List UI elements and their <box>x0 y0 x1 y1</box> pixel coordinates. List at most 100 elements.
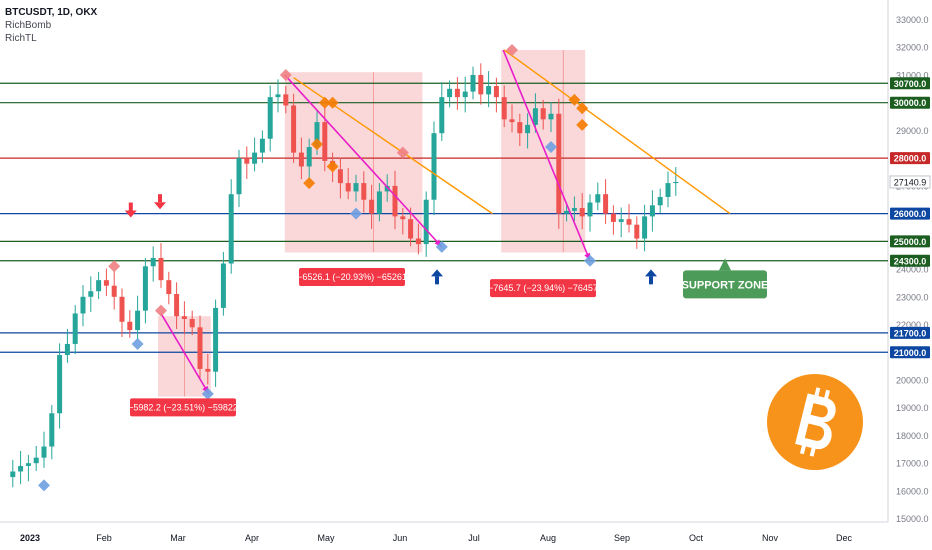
price-tick-label: 31000.0 <box>896 70 929 80</box>
support-zone-pointer <box>719 258 731 271</box>
price-tick-label: 15000.0 <box>896 514 929 524</box>
candle-body <box>88 291 94 297</box>
signal-marker <box>131 337 144 350</box>
candle-body <box>80 296 86 314</box>
drawdown-label-box <box>299 268 405 287</box>
level-tag-text: 24300.0 <box>894 256 927 266</box>
candle-body <box>610 213 616 222</box>
support-zone-box <box>683 270 767 299</box>
signal-marker <box>568 93 581 106</box>
candle-body <box>337 169 343 184</box>
signal-marker <box>584 254 596 267</box>
level-tag-text: 21000.0 <box>894 348 927 358</box>
level-tag-text: 26000.0 <box>894 209 927 219</box>
candle-body <box>181 316 187 319</box>
time-tick-label: Dec <box>836 533 853 543</box>
candle-body <box>517 122 523 134</box>
candle-body <box>509 119 515 123</box>
signal-marker <box>311 138 323 151</box>
time-tick-label: Jun <box>393 533 408 543</box>
candle-body <box>244 158 250 164</box>
candle-body <box>111 285 117 297</box>
candle-body <box>33 457 39 464</box>
buy-arrow <box>435 276 439 285</box>
drawdown-label-text: −6526.1 (−20.93%) −65261 <box>297 272 407 282</box>
time-tick-label: 2023 <box>20 533 40 543</box>
candle-body <box>392 185 398 217</box>
candle-body <box>649 205 655 217</box>
trend-arrow-line <box>502 49 591 262</box>
candle-body <box>486 86 492 95</box>
price-tick-label: 23000.0 <box>896 292 929 302</box>
candle-body <box>220 263 226 308</box>
candle-body <box>376 191 382 214</box>
candle-body <box>119 296 125 322</box>
indicator-richtl[interactable]: RichTL <box>5 33 37 44</box>
drawdown-label-text: −7645.7 (−23.94%) −76457 <box>488 283 598 293</box>
signal-marker <box>303 177 316 190</box>
price-tick-label: 29000.0 <box>896 126 929 136</box>
price-tick-label: 18000.0 <box>896 431 929 441</box>
candle-body <box>197 327 203 369</box>
candle-body <box>657 196 663 206</box>
candle-body <box>10 471 16 478</box>
candle-body <box>96 280 102 292</box>
candle-body <box>579 208 585 217</box>
time-tick-label: Mar <box>170 533 186 543</box>
candle-body <box>423 199 429 245</box>
chart-legend: BTCUSDT, 1D, OKX RichBomb RichTL <box>5 6 97 45</box>
candle-body <box>415 238 421 245</box>
candle-body <box>25 463 31 466</box>
candle-body <box>532 108 538 125</box>
candle-body <box>150 257 156 267</box>
candle-body <box>665 183 671 197</box>
sell-arrow-head <box>124 210 137 218</box>
resistance-line <box>503 49 731 215</box>
candle-body <box>259 138 265 153</box>
candle-body <box>57 355 63 414</box>
candle-body <box>384 185 390 192</box>
signal-marker <box>201 387 214 400</box>
candle-body <box>618 219 624 222</box>
signal-marker <box>108 260 121 273</box>
candle-body <box>478 74 484 95</box>
signal-marker <box>326 160 339 173</box>
candle-body <box>291 105 297 153</box>
signal-marker <box>576 118 589 131</box>
candle-body <box>213 307 219 372</box>
time-tick-label: Apr <box>245 533 259 543</box>
price-tick-label: 22000.0 <box>896 320 929 330</box>
time-tick-label: Feb <box>96 533 112 543</box>
sell-arrow-head <box>154 202 166 210</box>
support-zone-text: SUPPORT ZONE <box>682 279 769 291</box>
candle-body <box>174 294 180 317</box>
drawdown-label-box <box>490 279 596 298</box>
level-tag-text: 30000.0 <box>894 98 927 108</box>
candle-body <box>18 465 24 472</box>
candle-body <box>228 194 234 264</box>
candle-body <box>540 108 546 120</box>
candle-body <box>462 91 468 98</box>
sell-arrow <box>128 202 133 211</box>
level-tag <box>890 77 930 90</box>
drawdown-label-box <box>130 398 236 417</box>
candle-body <box>103 280 109 286</box>
candle-body <box>189 318 195 328</box>
level-tag <box>890 207 930 220</box>
candle-body <box>493 86 499 98</box>
trend-arrow-line <box>160 313 210 395</box>
signal-marker <box>435 240 448 253</box>
candle-body <box>236 158 242 195</box>
candle-body <box>283 94 289 106</box>
symbol-label: BTCUSDT, 1D, OKX <box>5 7 98 18</box>
indicator-richbomb[interactable]: RichBomb <box>5 20 52 31</box>
candle-body <box>142 266 148 311</box>
candle-body <box>127 321 133 331</box>
price-tick-label: 33000.0 <box>896 15 929 25</box>
price-tick-label: 32000.0 <box>896 43 929 53</box>
price-tick-label: 24000.0 <box>896 265 929 275</box>
candle-body <box>400 216 406 220</box>
candle-body <box>135 310 141 331</box>
level-tag-text: 28000.0 <box>894 154 927 164</box>
